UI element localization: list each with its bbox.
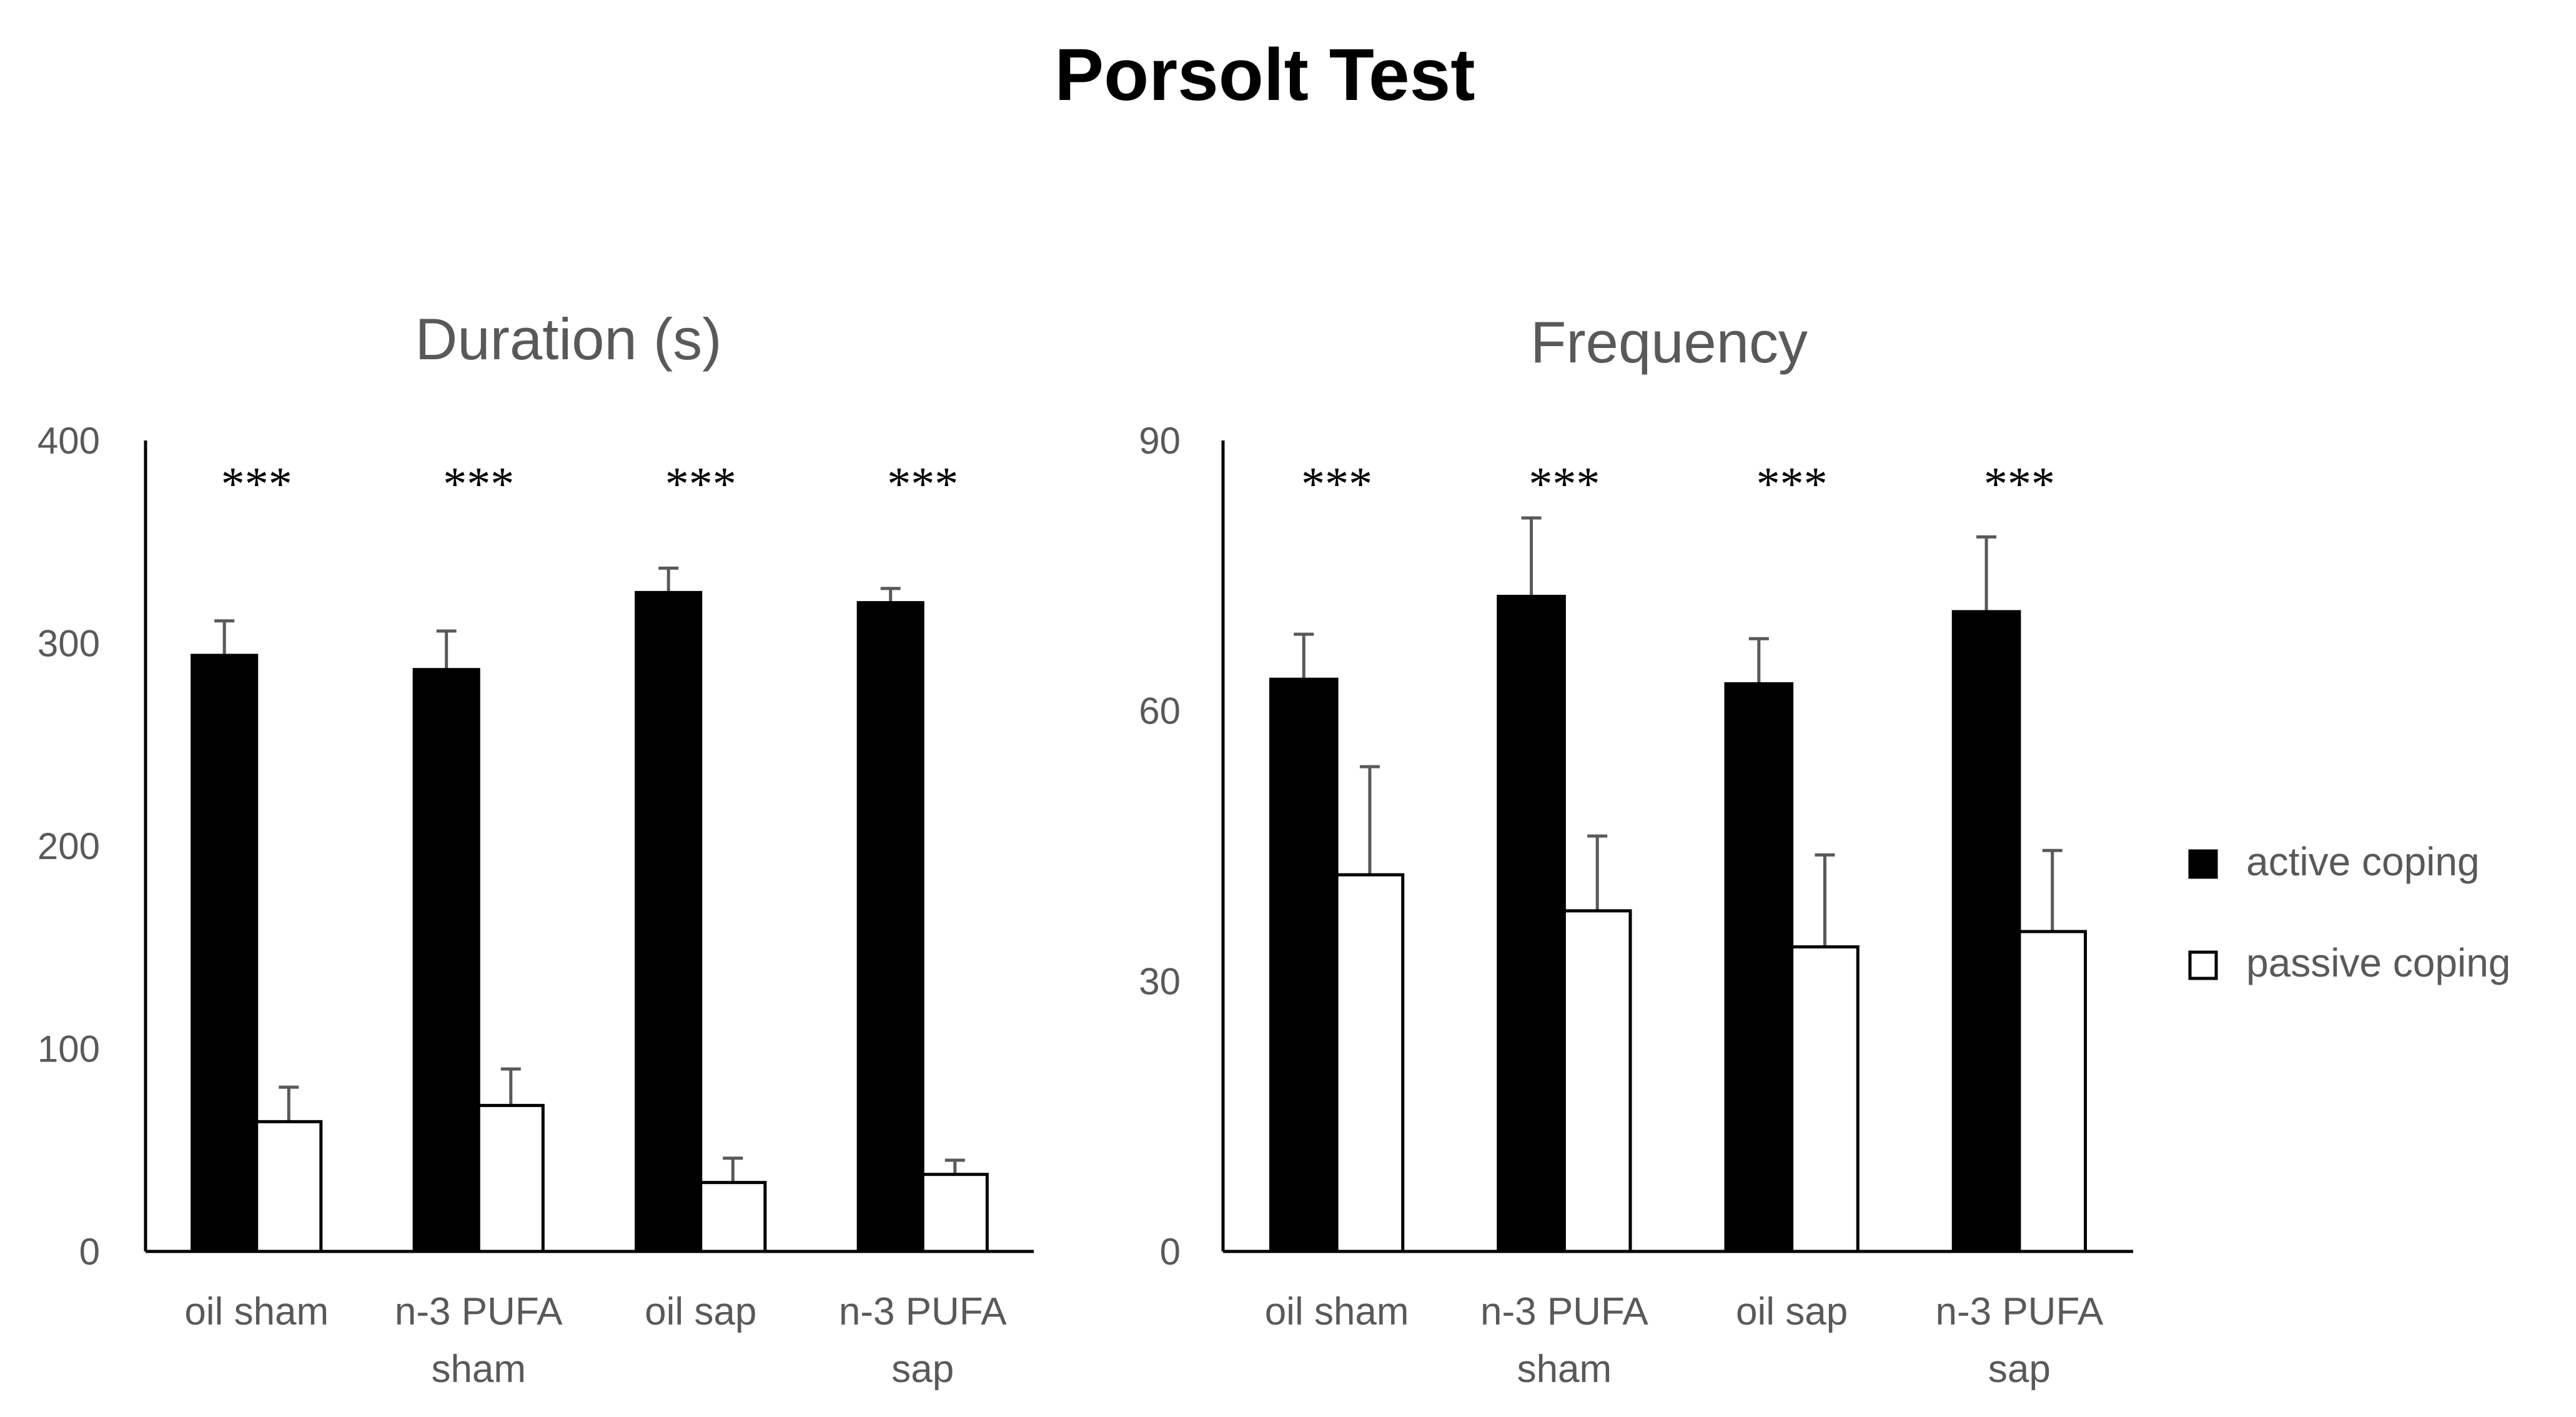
bar-active-coping: [412, 668, 480, 1253]
bar-active-coping: [1497, 595, 1566, 1253]
y-tick-label: 0: [1160, 1231, 1181, 1273]
x-category-label-line: sap: [891, 1348, 954, 1391]
y-tick-label: 0: [79, 1231, 100, 1273]
y-tick-label: 300: [37, 623, 100, 665]
x-category-label-line: oil sham: [184, 1290, 329, 1333]
bar-passive-coping: [255, 1120, 323, 1253]
x-category-label-line: oil sap: [1736, 1290, 1848, 1333]
x-category-label-line: oil sap: [645, 1290, 756, 1333]
x-category-label: n-3 PUFA sham: [1480, 1290, 1648, 1391]
x-category-label: n-3 PUFA sham: [395, 1290, 563, 1391]
bar-active-coping: [1951, 610, 2021, 1253]
legend-label-active: active coping: [2246, 839, 2480, 884]
bar-passive-coping: [699, 1181, 767, 1253]
x-category-label: oil sap: [1736, 1290, 1848, 1333]
significance-label: ***: [1528, 458, 1600, 510]
bar-active-coping: [191, 654, 259, 1253]
bar-active-coping: [1269, 677, 1339, 1253]
significance-label: ***: [1984, 458, 2055, 510]
significance-label: ***: [887, 458, 958, 510]
x-category-label-line: n-3 PUFA: [839, 1290, 1007, 1333]
figure-title: Porsolt Test: [1054, 34, 1475, 116]
bar-passive-coping: [1335, 873, 1405, 1253]
panel-title: Frequency: [1530, 309, 1808, 375]
significance-label: ***: [1756, 458, 1828, 510]
y-tick-label: 90: [1139, 420, 1181, 462]
x-category-label: n-3 PUFA sap: [1935, 1290, 2103, 1391]
y-tick-label: 100: [37, 1028, 100, 1070]
legend-item-passive-coping: passive coping: [2188, 940, 2510, 985]
x-category-label-line: sham: [431, 1348, 526, 1391]
x-category-label-line: n-3 PUFA: [1480, 1290, 1648, 1333]
panel-title: Duration (s): [415, 306, 721, 372]
legend-label-passive: passive coping: [2246, 940, 2510, 985]
bar-active-coping: [856, 601, 924, 1253]
bar-passive-coping: [921, 1173, 989, 1253]
bar-passive-coping: [477, 1103, 545, 1253]
x-category-label: oil sham: [1265, 1290, 1409, 1333]
significance-label: ***: [443, 458, 514, 510]
x-category-label: n-3 PUFA sap: [839, 1290, 1007, 1391]
x-category-label-line: n-3 PUFA: [1935, 1290, 2103, 1333]
bar-active-coping: [635, 590, 703, 1253]
legend-swatch-active: [2188, 849, 2218, 879]
legend: active coping passive coping: [2188, 839, 2510, 985]
significance-label: ***: [221, 458, 292, 510]
legend-swatch-passive: [2188, 950, 2218, 980]
bar-passive-coping: [1562, 909, 1632, 1253]
significance-label: ***: [665, 458, 736, 510]
bar-passive-coping: [2018, 930, 2088, 1253]
legend-item-active-coping: active coping: [2188, 839, 2480, 884]
chart-frequency: Frequency 0 30 60 90 *** oil sham *** n-3 PUFA sh…: [1139, 309, 2133, 1391]
chart-duration: Duration (s) 0 100 200 300 400 *** oil sham *** n…: [37, 306, 1034, 1391]
bar-passive-coping: [1790, 945, 1860, 1253]
x-category-label: oil sap: [645, 1290, 756, 1333]
x-category-label-line: n-3 PUFA: [395, 1290, 563, 1333]
y-tick-label: 30: [1139, 960, 1181, 1002]
x-category-label-line: sap: [1988, 1348, 2051, 1391]
y-tick-label: 400: [37, 420, 100, 462]
y-tick-label: 60: [1139, 690, 1181, 732]
x-category-label: oil sham: [184, 1290, 329, 1333]
y-tick-label: 200: [37, 825, 100, 867]
significance-label: ***: [1301, 458, 1372, 510]
x-category-label-line: oil sham: [1265, 1290, 1409, 1333]
bar-active-coping: [1724, 682, 1794, 1253]
x-category-label-line: sham: [1517, 1348, 1612, 1391]
